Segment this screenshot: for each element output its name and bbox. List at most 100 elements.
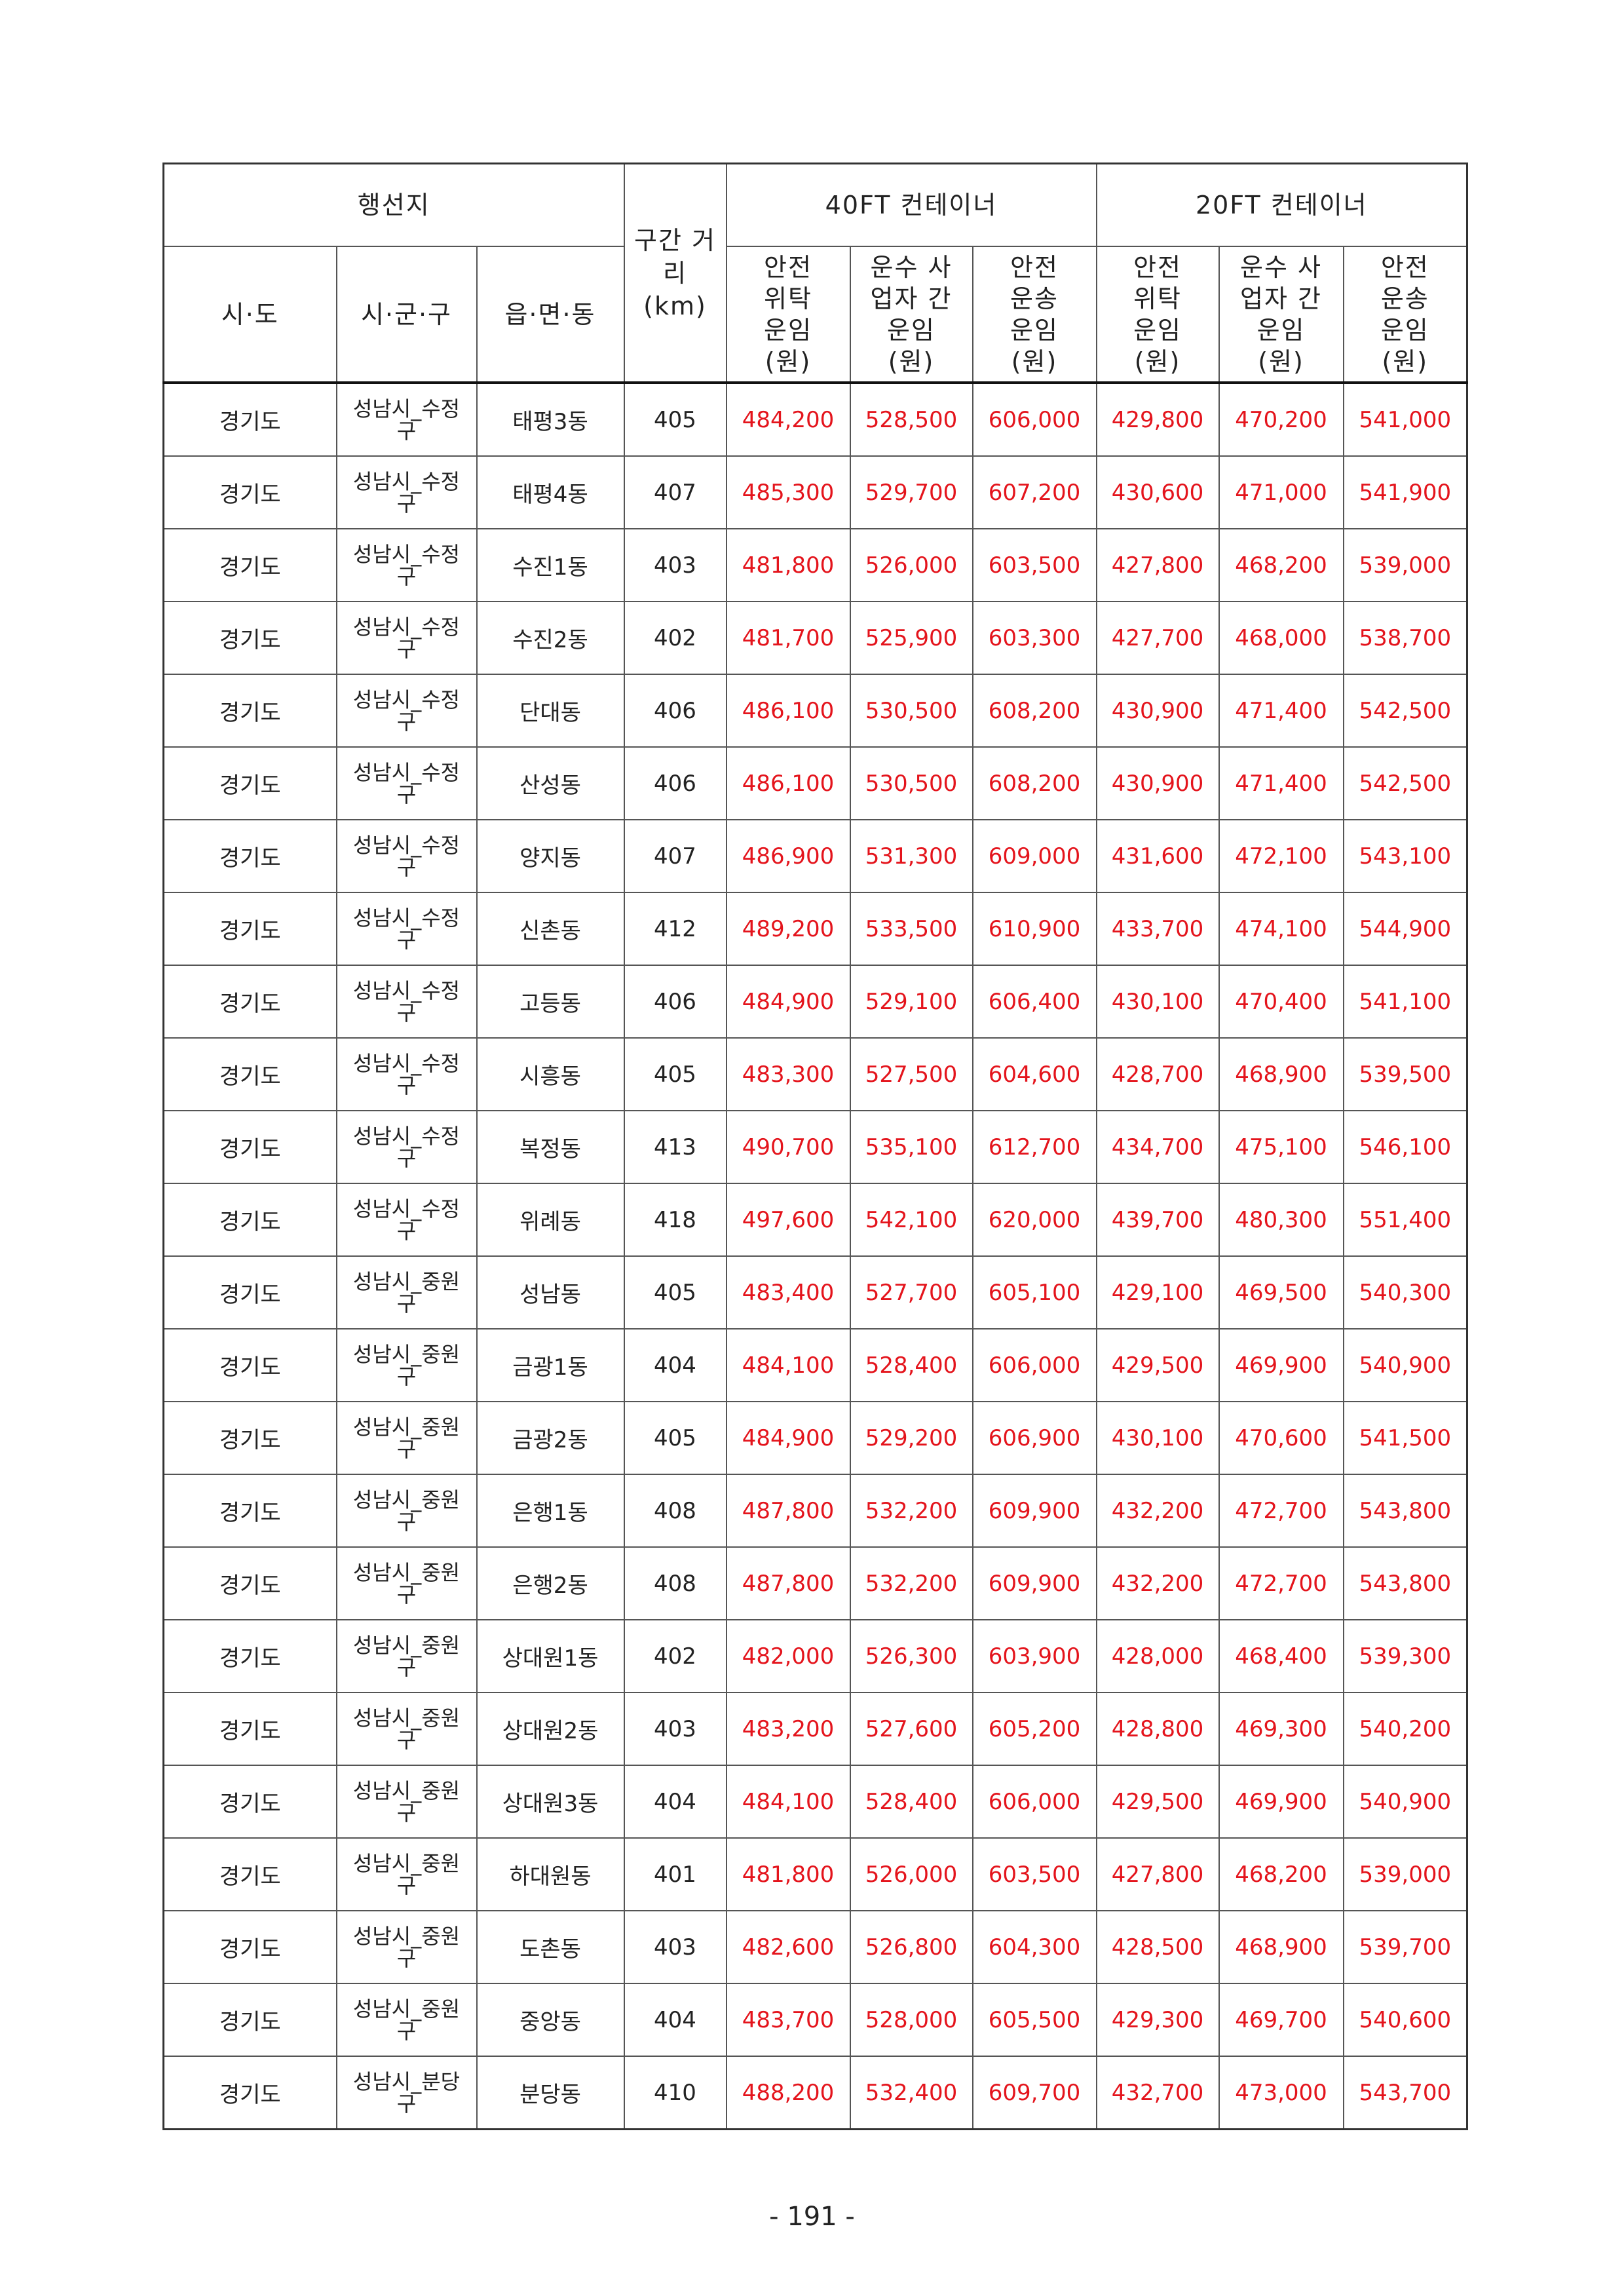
cell-40ft-safe-consign: 484,900 <box>725 965 851 1039</box>
cell-40ft-safe-consign: 481,700 <box>725 601 851 675</box>
cell-40ft-safe-transport: 603,500 <box>972 528 1097 602</box>
header-destination: 행선지 <box>162 163 625 247</box>
cell-40ft-safe-consign: 483,200 <box>725 1692 851 1766</box>
cell-distance: 405 <box>623 382 727 457</box>
cell-eupmyeondong: 수진1동 <box>476 528 625 602</box>
cell-distance: 413 <box>623 1110 727 1184</box>
cell-40ft-safe-consign: 484,200 <box>725 382 851 457</box>
cell-20ft-safe-transport: 543,100 <box>1342 819 1468 893</box>
cell-40ft-safe-transport: 609,700 <box>972 2056 1097 2130</box>
cell-40ft-safe-consign: 482,600 <box>725 1910 851 1984</box>
cell-sido: 경기도 <box>162 2056 337 2130</box>
cell-20ft-safe-transport: 541,900 <box>1342 455 1468 529</box>
cell-distance: 404 <box>623 1328 727 1402</box>
cell-sido: 경기도 <box>162 965 337 1039</box>
cell-40ft-safe-consign: 488,200 <box>725 2056 851 2130</box>
cell-20ft-carrier-between: 470,200 <box>1218 382 1344 457</box>
cell-40ft-carrier-between: 529,100 <box>849 965 973 1039</box>
cell-distance: 408 <box>623 1474 727 1548</box>
cell-sigungu: 성남시_중원구 <box>335 1474 478 1548</box>
cell-40ft-carrier-between: 526,000 <box>849 1837 973 1911</box>
cell-sido: 경기도 <box>162 382 337 457</box>
header-20-safe-consign: 안전 위탁 운임 (원) <box>1095 246 1220 383</box>
cell-40ft-safe-consign: 484,900 <box>725 1401 851 1475</box>
cell-20ft-safe-consign: 432,700 <box>1095 2056 1220 2130</box>
cell-eupmyeondong: 금광2동 <box>476 1401 625 1475</box>
cell-eupmyeondong: 수진2동 <box>476 601 625 675</box>
cell-20ft-carrier-between: 471,400 <box>1218 746 1344 820</box>
cell-distance: 407 <box>623 455 727 529</box>
cell-40ft-safe-transport: 609,900 <box>972 1546 1097 1620</box>
cell-sido: 경기도 <box>162 455 337 529</box>
cell-20ft-safe-consign: 428,800 <box>1095 1692 1220 1766</box>
cell-20ft-carrier-between: 472,100 <box>1218 819 1344 893</box>
cell-sido: 경기도 <box>162 1401 337 1475</box>
cell-40ft-carrier-between: 529,700 <box>849 455 973 529</box>
cell-20ft-safe-transport: 540,600 <box>1342 1983 1468 2057</box>
cell-sigungu: 성남시_수정구 <box>335 674 478 748</box>
cell-sigungu: 성남시_중원구 <box>335 1619 478 1693</box>
cell-eupmyeondong: 신촌동 <box>476 892 625 966</box>
header-40ft: 40FT 컨테이너 <box>725 163 1097 247</box>
cell-40ft-safe-consign: 484,100 <box>725 1765 851 1839</box>
cell-distance: 403 <box>623 528 727 602</box>
cell-eupmyeondong: 양지동 <box>476 819 625 893</box>
cell-40ft-carrier-between: 529,200 <box>849 1401 973 1475</box>
cell-20ft-safe-transport: 543,700 <box>1342 2056 1468 2130</box>
table-row: 경기도 성남시_수정구 신촌동 412 489,200 533,500 610,900 433… <box>162 892 1468 966</box>
cell-eupmyeondong: 금광1동 <box>476 1328 625 1402</box>
cell-40ft-safe-transport: 612,700 <box>972 1110 1097 1184</box>
header-sido: 시·도 <box>162 246 337 383</box>
cell-distance: 406 <box>623 746 727 820</box>
cell-20ft-carrier-between: 480,300 <box>1218 1183 1344 1257</box>
cell-eupmyeondong: 성남동 <box>476 1255 625 1330</box>
table-row: 경기도 성남시_중원구 은행2동 408 487,800 532,200 609,900 43… <box>162 1546 1468 1620</box>
cell-sigungu: 성남시_수정구 <box>335 892 478 966</box>
cell-20ft-safe-transport: 540,900 <box>1342 1765 1468 1839</box>
cell-20ft-safe-transport: 539,300 <box>1342 1619 1468 1693</box>
cell-40ft-safe-consign: 481,800 <box>725 1837 851 1911</box>
cell-40ft-safe-consign: 483,700 <box>725 1983 851 2057</box>
cell-40ft-carrier-between: 527,500 <box>849 1037 973 1111</box>
cell-sido: 경기도 <box>162 1110 337 1184</box>
fare-table: 행선지 구간 거리 (km) 40FT 컨테이너 20FT 컨테이너 시·도 시… <box>162 163 1469 2130</box>
cell-20ft-carrier-between: 469,900 <box>1218 1328 1344 1402</box>
cell-40ft-safe-transport: 610,900 <box>972 892 1097 966</box>
cell-40ft-carrier-between: 532,400 <box>849 2056 973 2130</box>
table-row: 경기도 성남시_중원구 상대원2동 403 483,200 527,600 605,200 4… <box>162 1692 1468 1766</box>
table-row: 경기도 성남시_중원구 성남동 405 483,400 527,700 605,100 429… <box>162 1255 1468 1330</box>
cell-eupmyeondong: 도촌동 <box>476 1910 625 1984</box>
cell-distance: 404 <box>623 1983 727 2057</box>
cell-40ft-carrier-between: 525,900 <box>849 601 973 675</box>
table-row: 경기도 성남시_중원구 금광2동 405 484,900 529,200 606,900 43… <box>162 1401 1468 1475</box>
cell-20ft-carrier-between: 475,100 <box>1218 1110 1344 1184</box>
cell-sido: 경기도 <box>162 1183 337 1257</box>
cell-sido: 경기도 <box>162 819 337 893</box>
cell-40ft-safe-transport: 606,000 <box>972 1328 1097 1402</box>
cell-distance: 406 <box>623 674 727 748</box>
cell-20ft-safe-transport: 539,000 <box>1342 1837 1468 1911</box>
cell-20ft-safe-consign: 434,700 <box>1095 1110 1220 1184</box>
cell-40ft-safe-transport: 604,300 <box>972 1910 1097 1984</box>
cell-20ft-carrier-between: 471,000 <box>1218 455 1344 529</box>
cell-distance: 402 <box>623 601 727 675</box>
cell-20ft-safe-consign: 428,500 <box>1095 1910 1220 1984</box>
cell-sido: 경기도 <box>162 892 337 966</box>
cell-40ft-carrier-between: 542,100 <box>849 1183 973 1257</box>
cell-20ft-safe-transport: 538,700 <box>1342 601 1468 675</box>
cell-distance: 404 <box>623 1765 727 1839</box>
cell-20ft-carrier-between: 468,400 <box>1218 1619 1344 1693</box>
cell-40ft-safe-consign: 485,300 <box>725 455 851 529</box>
cell-eupmyeondong: 시흥동 <box>476 1037 625 1111</box>
table-row: 경기도 성남시_수정구 복정동 413 490,700 535,100 612,700 434… <box>162 1110 1468 1184</box>
cell-20ft-carrier-between: 470,400 <box>1218 965 1344 1039</box>
table-row: 경기도 성남시_분당구 분당동 410 488,200 532,400 609,700 432… <box>162 2056 1468 2130</box>
cell-20ft-safe-transport: 539,700 <box>1342 1910 1468 1984</box>
cell-sido: 경기도 <box>162 1255 337 1330</box>
table-row: 경기도 성남시_수정구 위례동 418 497,600 542,100 620,000 439… <box>162 1183 1468 1257</box>
cell-20ft-safe-transport: 539,000 <box>1342 528 1468 602</box>
cell-sigungu: 성남시_수정구 <box>335 1183 478 1257</box>
table-row: 경기도 성남시_수정구 단대동 406 486,100 530,500 608,200 430… <box>162 674 1468 748</box>
cell-20ft-safe-transport: 544,900 <box>1342 892 1468 966</box>
cell-eupmyeondong: 중앙동 <box>476 1983 625 2057</box>
